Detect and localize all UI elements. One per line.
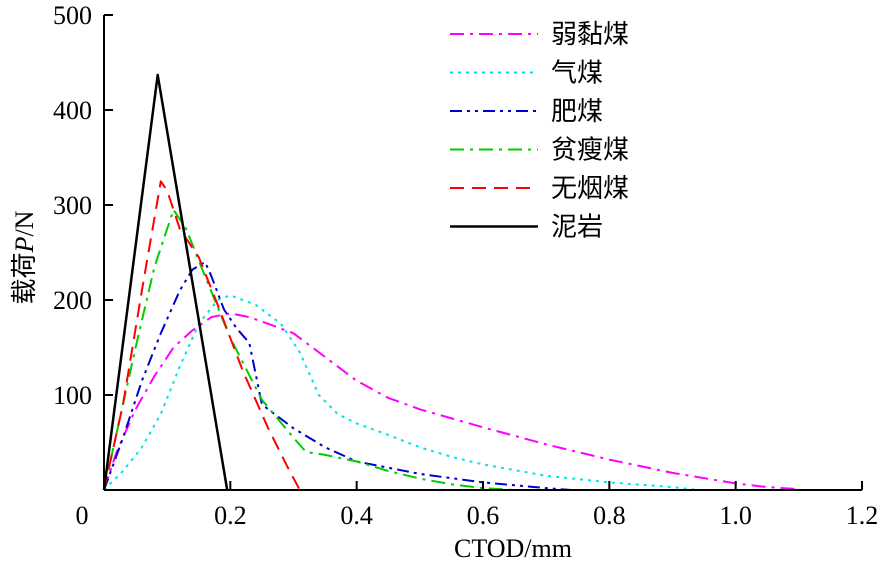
series-line — [103, 312, 799, 491]
y-tick-label: 200 — [53, 286, 92, 315]
series-line — [103, 180, 301, 491]
series-line — [103, 294, 698, 491]
y-tick-label: 500 — [53, 1, 92, 30]
series-line — [103, 261, 572, 491]
legend-label: 贫瘦煤 — [551, 136, 629, 166]
legend-label: 弱黏煤 — [551, 20, 629, 50]
y-tick-label: 400 — [53, 96, 92, 125]
y-axis-title: 载荷P/N — [10, 210, 40, 304]
series-line — [102, 73, 229, 491]
legend-label: 无烟煤 — [551, 174, 629, 204]
y-axis-title-prefix: 载荷 — [10, 252, 40, 304]
axis-ticks: 0 0.2 0.4 0.6 0.8 1.0 1.2 100 200 300 400 500 — [53, 1, 878, 530]
x-tick-label: 0 — [76, 501, 89, 530]
y-tick-label: 300 — [53, 191, 92, 220]
legend-label: 肥煤 — [551, 97, 603, 127]
legend-label: 泥岩 — [551, 213, 603, 243]
legend-label: 气煤 — [551, 59, 603, 89]
plot-area — [102, 73, 799, 491]
x-axis-title: CTOD/mm — [454, 534, 572, 563]
x-tick-label: 0.4 — [340, 501, 373, 530]
x-tick-label: 0.2 — [214, 501, 247, 530]
y-tick-label: 100 — [53, 381, 92, 410]
y-axis-title-suffix: /N — [10, 210, 39, 236]
x-tick-label: 0.6 — [467, 501, 500, 530]
x-tick-label: 1.0 — [719, 501, 752, 530]
x-tick-label: 0.8 — [593, 501, 626, 530]
series-line — [103, 208, 515, 491]
x-tick-label: 1.2 — [846, 501, 879, 530]
y-axis-title-variable: P — [10, 236, 39, 253]
